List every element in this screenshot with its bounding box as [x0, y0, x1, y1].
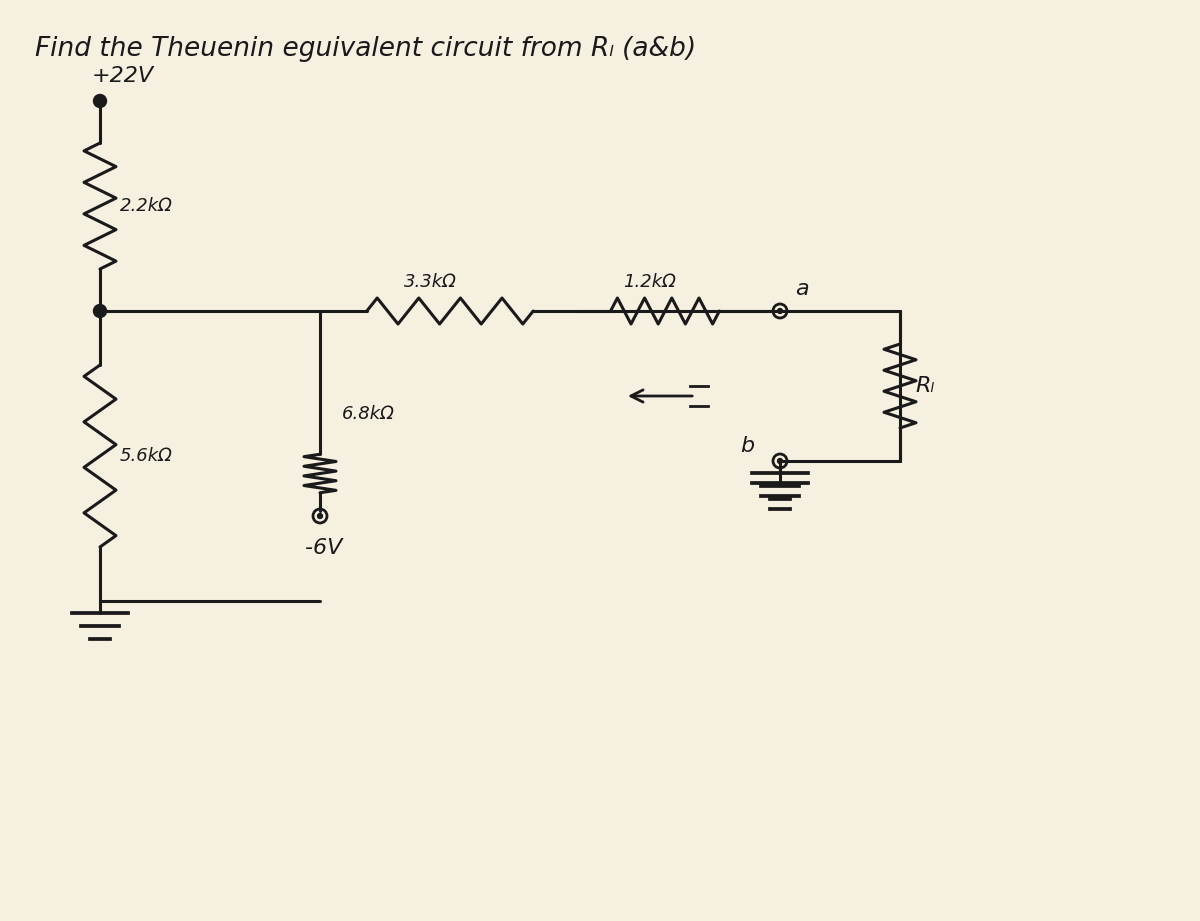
Text: -6V: -6V — [305, 538, 342, 558]
Text: 6.8kΩ: 6.8kΩ — [342, 404, 395, 423]
Circle shape — [94, 95, 107, 108]
Text: b: b — [740, 436, 754, 456]
Text: 5.6kΩ: 5.6kΩ — [120, 447, 173, 465]
Text: 3.3kΩ: 3.3kΩ — [403, 273, 456, 291]
Circle shape — [94, 305, 107, 318]
Text: +22V: +22V — [92, 66, 154, 86]
Circle shape — [778, 309, 782, 313]
Text: 2.2kΩ: 2.2kΩ — [120, 197, 173, 215]
Text: 1.2kΩ: 1.2kΩ — [624, 273, 677, 291]
Circle shape — [318, 514, 323, 519]
Text: a: a — [796, 279, 809, 299]
Text: Find the Theuenin eguivalent circuit from Rₗ (a&b): Find the Theuenin eguivalent circuit fro… — [35, 36, 696, 62]
Circle shape — [778, 459, 782, 463]
Text: Rₗ: Rₗ — [916, 376, 935, 396]
